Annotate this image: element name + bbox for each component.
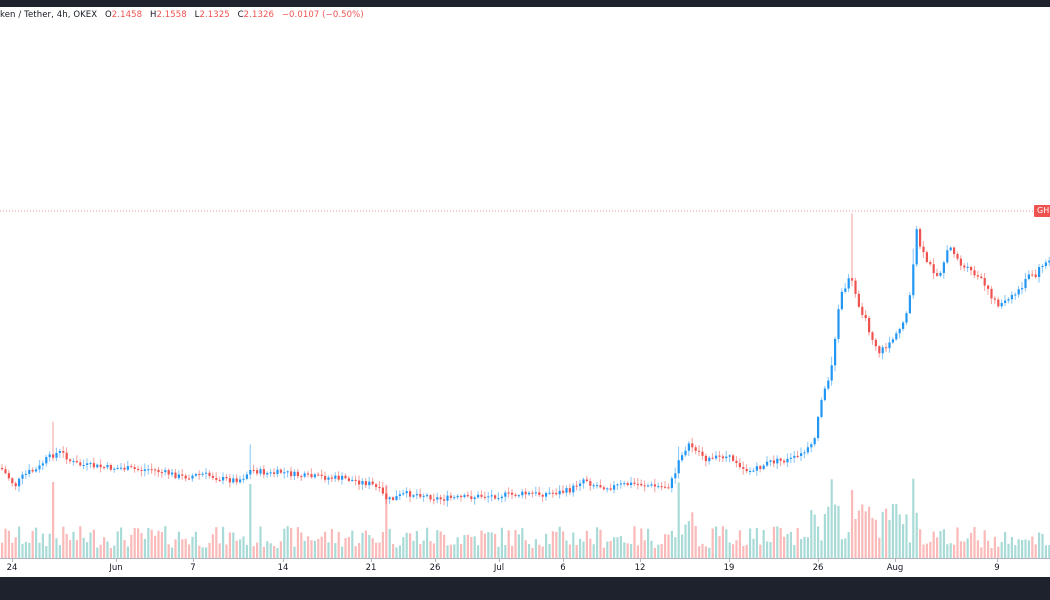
x-tick: [116, 559, 117, 562]
x-tick-label: 26: [429, 563, 441, 573]
x-tick-label: Jul: [493, 563, 505, 573]
x-tick: [283, 559, 284, 562]
close-label: C: [237, 10, 244, 20]
low-value: 2.1325: [199, 10, 230, 20]
x-tick: [193, 559, 194, 562]
candlestick-chart[interactable]: [0, 0, 1050, 558]
x-tick-label: Aug: [886, 563, 904, 573]
x-tick: [12, 559, 13, 562]
symbol-legend: ken / Tether, 4h, OKEX O2.1458 H2.1558 L…: [0, 10, 364, 20]
bottom-toolbar-strip: [0, 577, 1050, 600]
x-tick: [640, 559, 641, 562]
high-value: 2.1558: [156, 10, 187, 20]
x-tick-label: 12: [634, 563, 646, 573]
x-tick-label: 7: [190, 563, 196, 573]
high-label: H: [149, 10, 157, 20]
x-tick: [435, 559, 436, 562]
x-tick: [818, 559, 819, 562]
time-axis[interactable]: 24 Jun 7 14 21 26 Jul 6 12 19 26 Aug 9: [0, 558, 1050, 578]
x-tick-label: 9: [994, 563, 1000, 573]
volume-histogram: [1, 478, 1050, 558]
x-tick-label: Jun: [109, 563, 123, 573]
open-value: 2.1458: [111, 10, 143, 20]
x-tick: [729, 559, 730, 562]
x-tick-label: 26: [812, 563, 824, 573]
x-tick-label: 21: [365, 563, 377, 573]
x-tick: [895, 559, 896, 562]
symbol-text[interactable]: ken / Tether, 4h, OKEX: [0, 10, 98, 20]
top-toolbar-strip: [0, 0, 1050, 7]
x-tick-label: 14: [277, 563, 289, 573]
candles: [1, 213, 1050, 507]
x-tick: [997, 559, 998, 562]
x-tick: [499, 559, 500, 562]
open-label: O: [105, 10, 112, 20]
x-tick-label: 6: [560, 563, 566, 573]
change-value: −0.0107 (−0.50%): [281, 10, 364, 20]
last-price-label: GH: [1034, 205, 1050, 217]
x-tick-label: 19: [723, 563, 735, 573]
x-tick: [371, 559, 372, 562]
close-value: 2.1326: [243, 10, 274, 20]
x-tick: [563, 559, 564, 562]
x-tick-label: 24: [6, 563, 18, 573]
low-label: L: [194, 10, 200, 20]
